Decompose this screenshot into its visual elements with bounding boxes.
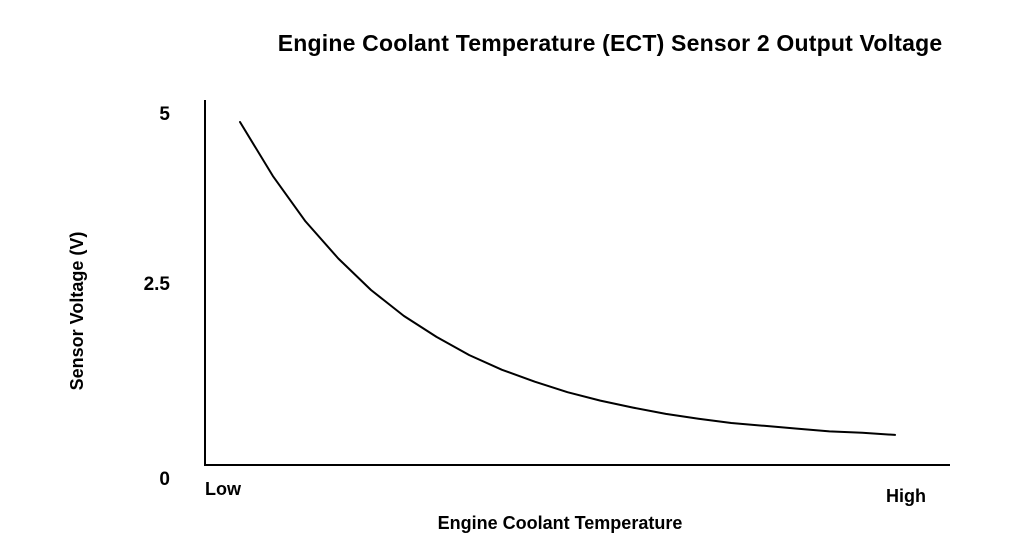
- x-axis-label: Engine Coolant Temperature: [437, 513, 683, 533]
- x-tick-high: High: [886, 486, 926, 506]
- y-tick-5: 5: [159, 104, 170, 125]
- x-tick-low: Low: [205, 479, 241, 499]
- chart-title: Engine Coolant Temperature (ECT) Sensor …: [277, 30, 943, 56]
- ect-curve: [239, 121, 896, 436]
- y-tick-0: 0: [159, 469, 170, 490]
- y-tick-2-5: 2.5: [143, 274, 170, 295]
